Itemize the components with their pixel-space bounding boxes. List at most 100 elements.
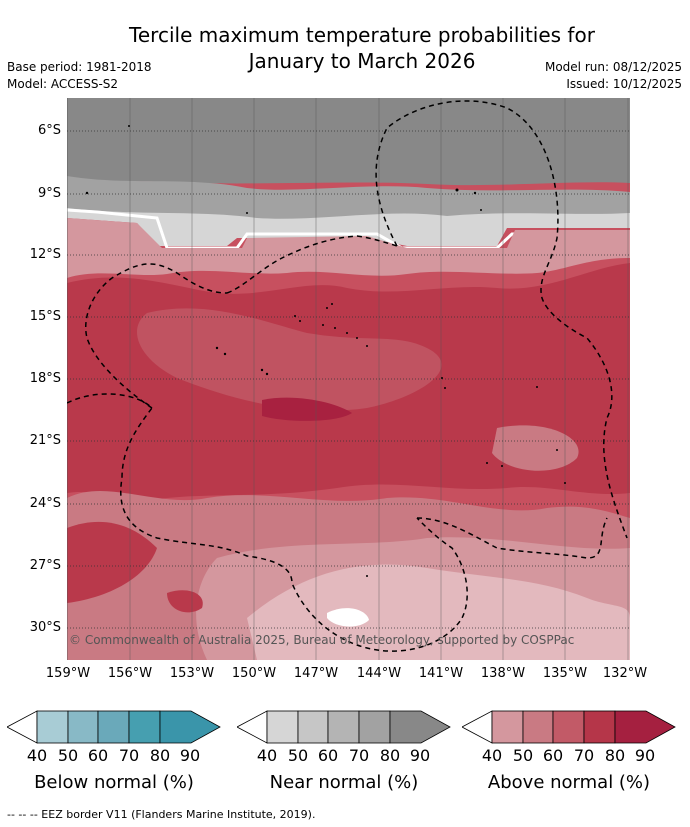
above-normal-80-small-patch <box>167 590 203 613</box>
legend-above-ticks: 40 50 60 70 80 90 <box>462 746 676 766</box>
colorbar-below-seg-0 <box>6 710 38 744</box>
model-run: Model run: 08/12/2025 <box>544 60 682 74</box>
lon-label-159w: 159°W <box>45 666 91 681</box>
colorbar-near-seg-5 <box>389 710 451 744</box>
tick-below-90: 90 <box>179 746 201 765</box>
legend-below-title: Below normal (%) <box>34 772 194 793</box>
lon-label-132w: 132°W <box>602 666 648 681</box>
above-normal-80-southwest <box>67 521 157 603</box>
near-normal-boundary <box>67 208 630 250</box>
title-line-2: January to March 2026 <box>248 49 476 73</box>
colorbar-below-normal <box>6 710 221 744</box>
near-normal-90-zone <box>67 98 630 186</box>
lat-label-30s: 30°S <box>29 620 61 635</box>
lon-label-150w: 150°W <box>231 666 277 681</box>
eez-north-link <box>226 235 398 294</box>
title-line-1: Tercile maximum temperature probabilitie… <box>129 23 595 47</box>
tick-above-90: 90 <box>634 746 656 765</box>
legend-near-normal <box>236 710 451 744</box>
legend-below-ticks: 40 50 60 70 80 90 <box>7 746 221 766</box>
tick-near-50: 50 <box>287 746 309 765</box>
colorbar-below-seg-4 <box>128 710 161 744</box>
lon-label-153w: 153°W <box>169 666 215 681</box>
tick-near-90: 90 <box>409 746 431 765</box>
near-normal-80-zone <box>67 176 630 223</box>
issued-date: Issued: 10/12/2025 <box>566 77 682 91</box>
colorbar-near-normal <box>236 710 451 744</box>
lon-label-147w: 147°W <box>293 666 339 681</box>
colorbar-near-seg-4 <box>358 710 391 744</box>
above-normal-50-band <box>67 218 630 278</box>
above-normal-90-patch <box>262 397 352 421</box>
below-40-patch <box>327 608 369 627</box>
colorbar-below-seg-3 <box>97 710 130 744</box>
lat-gridlines <box>67 130 630 629</box>
lon-label-144w: 144°W <box>356 666 402 681</box>
tick-above-80: 80 <box>604 746 626 765</box>
colorbar-near-seg-3 <box>327 710 360 744</box>
colorbar-below-seg-5 <box>159 710 221 744</box>
legend-below-normal <box>6 710 221 744</box>
lat-label-9s: 9°S <box>37 186 61 201</box>
legend-above-normal <box>461 710 676 744</box>
islands <box>85 125 566 577</box>
colorbar-below-seg-1 <box>36 710 69 744</box>
lat-label-27s: 27°S <box>29 558 61 573</box>
tick-near-80: 80 <box>379 746 401 765</box>
colorbar-above-seg-4 <box>583 710 616 744</box>
eez-footnote: -- -- -- EEZ border V11 (Flanders Marine… <box>7 808 316 821</box>
model-name: Model: ACCESS-S2 <box>7 77 119 91</box>
meta-right: Model run: 08/12/2025 Issued: 10/12/2025 <box>545 59 682 93</box>
near-normal-50-zone <box>67 208 630 246</box>
meta-left: Base period: 1981-2018 Model: ACCESS-S2 <box>7 59 152 93</box>
above-normal-70-patch <box>137 308 442 411</box>
lon-label-141w: 141°W <box>418 666 464 681</box>
colorbar-above-normal <box>461 710 676 744</box>
legend-above-title: Above normal (%) <box>487 772 651 793</box>
colorbar-above-seg-2 <box>522 710 554 744</box>
colorbar-above-seg-0 <box>461 710 493 744</box>
tick-above-60: 60 <box>542 746 564 765</box>
lat-label-18s: 18°S <box>29 371 61 386</box>
eez-south-east <box>416 517 608 559</box>
lon-label-156w: 156°W <box>107 666 153 681</box>
tick-near-40: 40 <box>256 746 278 765</box>
lat-label-24s: 24°S <box>29 496 61 511</box>
eez-french-polynesia-north <box>375 100 628 539</box>
above-normal-60-patch <box>492 425 579 471</box>
colorbar-near-seg-1 <box>266 710 299 744</box>
lat-label-15s: 15°S <box>29 309 61 324</box>
base-period: Base period: 1981-2018 <box>7 60 152 74</box>
above-normal-40-south <box>247 564 630 660</box>
map-title: Tercile maximum temperature probabilitie… <box>0 22 690 74</box>
tick-below-40: 40 <box>26 746 48 765</box>
tick-below-50: 50 <box>57 746 79 765</box>
eez-west-loop <box>85 263 228 409</box>
legend-near-ticks: 40 50 60 70 80 90 <box>237 746 451 766</box>
legend-near-title: Near normal (%) <box>269 772 419 793</box>
forecast-map: © Commonwealth of Australia 2025, Bureau… <box>67 98 630 660</box>
map-canvas <box>67 98 630 660</box>
tick-above-40: 40 <box>481 746 503 765</box>
eez-borders <box>67 100 628 652</box>
tick-below-70: 70 <box>118 746 140 765</box>
tick-near-70: 70 <box>348 746 370 765</box>
colorbar-near-seg-0 <box>236 710 268 744</box>
colorbar-above-seg-3 <box>552 710 585 744</box>
lon-label-138w: 138°W <box>480 666 526 681</box>
eez-south-arc <box>67 393 468 652</box>
copyright-notice: © Commonwealth of Australia 2025, Bureau… <box>69 633 575 647</box>
lat-label-6s: 6°S <box>37 123 61 138</box>
colorbar-above-seg-1 <box>491 710 524 744</box>
lon-label-135w: 135°W <box>542 666 588 681</box>
colorbar-above-seg-5 <box>614 710 676 744</box>
lat-label-21s: 21°S <box>29 433 61 448</box>
tick-above-70: 70 <box>573 746 595 765</box>
tick-near-60: 60 <box>317 746 339 765</box>
colorbar-near-seg-2 <box>297 710 329 744</box>
tick-below-60: 60 <box>87 746 109 765</box>
colorbar-below-seg-2 <box>67 710 99 744</box>
tick-above-50: 50 <box>512 746 534 765</box>
tick-below-80: 80 <box>149 746 171 765</box>
lat-label-12s: 12°S <box>29 247 61 262</box>
